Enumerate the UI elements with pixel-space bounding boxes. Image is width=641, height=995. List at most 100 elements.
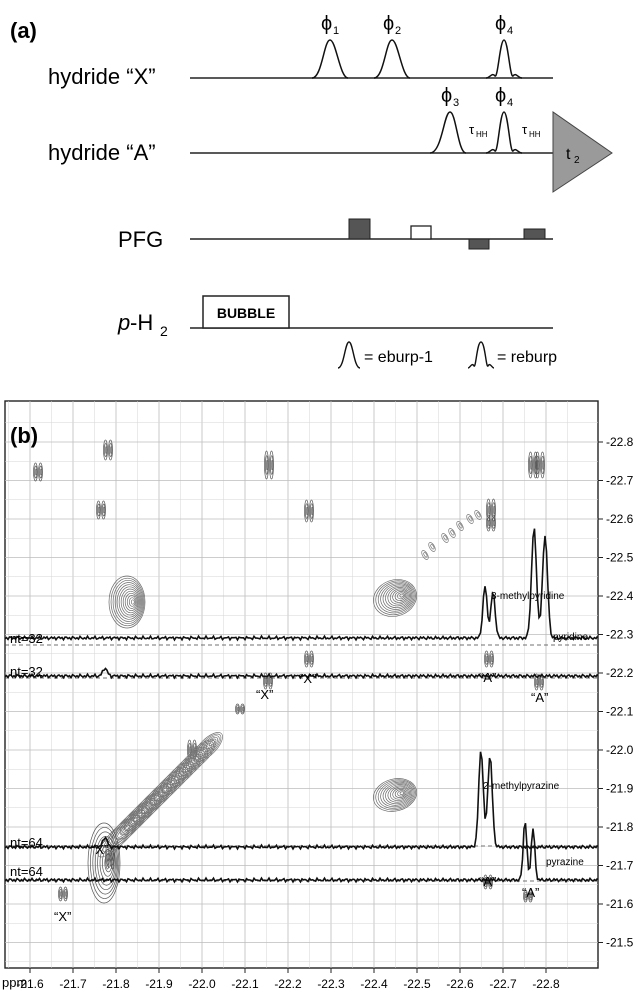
contour-peak (108, 439, 113, 461)
phase-label-phi4-a: ϕ 4 (495, 85, 513, 109)
x-tick-label: -22.4 (360, 977, 388, 991)
eburp-pulse-phi1 (311, 39, 349, 79)
eburp-pulse-phi2 (373, 39, 411, 79)
y-axis-ticks: -22.8 -22.7 -22.6 -22.5 -22.4 -22.3 -22.2 -22.1… (598, 435, 634, 950)
y-tick-label: -22.6 (606, 512, 634, 526)
svg-text:HH: HH (529, 130, 541, 139)
contour-peaks (33, 439, 545, 904)
y-tick-label: -22.5 (606, 551, 634, 565)
nmr-2d-spectrum: -21.6 -21.7 -21.8 -21.9 -22.0 -22.1 -22.2 -22.3… (2, 400, 634, 991)
acquisition-t2-label: t 2 (566, 146, 580, 166)
contour-peak (268, 672, 273, 690)
x-axis-unit: ppm (2, 975, 27, 990)
contour-peak (448, 528, 456, 538)
contour-peak (304, 499, 309, 523)
contour-peak (304, 650, 309, 668)
svg-text:τ: τ (469, 122, 475, 137)
trace-label-2: nt=32 (10, 664, 43, 679)
x-tick-label: -22.8 (532, 977, 560, 991)
panel-b-label: (b) (10, 423, 38, 448)
svg-text:1: 1 (333, 25, 339, 37)
contour-peak (96, 500, 101, 520)
peak-label-x-3: “X” (91, 842, 108, 857)
x-tick-label: -22.7 (489, 977, 517, 991)
contour-peak (488, 874, 493, 890)
y-tick-label: -21.5 (606, 936, 634, 950)
x-tick-label: -22.6 (446, 977, 474, 991)
x-tick-label: -22.3 (317, 977, 345, 991)
svg-text:2: 2 (395, 25, 401, 37)
x-tick-label: -21.9 (145, 977, 173, 991)
phase-label-phi3: ϕ 3 (441, 85, 459, 109)
phase-label-phi2: ϕ 2 (383, 13, 401, 37)
gradient-pulse-2 (410, 225, 432, 240)
eburp-legend-label: = eburp-1 (364, 349, 433, 366)
contour-peak (33, 462, 38, 482)
contour-peak (421, 550, 429, 560)
eburp-pulse-phi3 (429, 111, 467, 154)
gradient-pulse-1 (348, 218, 371, 240)
reburp-pulse-x-phi4 (485, 39, 523, 79)
peak-label-x-1: “X” (299, 671, 316, 686)
y-tick-label: -22.0 (606, 743, 634, 757)
y-tick-label: -21.8 (606, 820, 634, 834)
trace-label-1: nt=32 (10, 631, 43, 646)
peak-label-a-4: “A” (522, 885, 539, 900)
contour-peak (528, 889, 533, 903)
contour-peak (373, 579, 417, 617)
svg-text:2: 2 (160, 323, 168, 339)
svg-text:ϕ: ϕ (321, 13, 332, 35)
bubble-box (202, 295, 290, 329)
contour-peak (309, 499, 314, 523)
x-tick-label: -21.8 (102, 977, 130, 991)
contour-peak (63, 886, 68, 902)
x-tick-label: -21.7 (59, 977, 87, 991)
svg-text:HH: HH (476, 130, 488, 139)
y-tick-label: -22.7 (606, 474, 634, 488)
gradient-pulse-4 (523, 228, 546, 240)
svg-text:4: 4 (507, 25, 513, 37)
svg-text:ϕ: ϕ (495, 85, 506, 107)
y-tick-label: -22.4 (606, 589, 634, 603)
y-tick-label: -22.3 (606, 628, 634, 642)
contour-peak (474, 510, 482, 520)
channel-label-pfg: PFG (118, 227, 163, 252)
y-tick-label: -21.9 (606, 782, 634, 796)
contour-peak (489, 650, 494, 668)
svg-text:3: 3 (453, 97, 459, 109)
x-tick-label: -22.5 (403, 977, 431, 991)
pulse-sequence-diagram: (a) hydride “X” hydride “A” PFG p -H 2 ϕ… (10, 13, 613, 369)
annotation-2-methylpyrazine: 2-methylpyrazine (483, 781, 560, 792)
peak-label-a-3: “A” (479, 874, 496, 889)
peak-label-a-2: “A” (531, 690, 548, 705)
contour-peak (108, 575, 146, 629)
contour-peak (483, 874, 488, 890)
reburp-pulse-a-phi4 (485, 111, 523, 154)
eburp-legend-icon (337, 341, 361, 369)
contour-peak (428, 542, 436, 552)
contour-peak (269, 450, 274, 480)
contour-peak (101, 500, 106, 520)
svg-text:p: p (117, 310, 130, 335)
contour-peak (466, 514, 474, 524)
contour-peak (193, 732, 223, 762)
contour-peak (372, 778, 418, 812)
reburp-legend-icon (467, 341, 495, 369)
reburp-legend-label: = reburp (497, 349, 557, 366)
svg-text:ϕ: ϕ (495, 13, 506, 35)
bubble-label: BUBBLE (217, 305, 275, 321)
x-tick-label: -21.6 (16, 977, 44, 991)
svg-text:τ: τ (522, 122, 528, 137)
x-tick-label: -22.2 (274, 977, 302, 991)
channel-label-hydride-x: hydride “X” (48, 64, 156, 89)
contour-peak (486, 514, 491, 532)
y-tick-label: -22.1 (606, 705, 634, 719)
peak-label-x-4: “X” (54, 909, 71, 924)
svg-text:4: 4 (507, 97, 513, 109)
channel-label-hydride-a: hydride “A” (48, 140, 156, 165)
y-tick-label: -22.8 (606, 435, 634, 449)
y-tick-label: -21.6 (606, 897, 634, 911)
contour-peak (535, 451, 540, 479)
contour-peak (264, 450, 269, 480)
contour-peak (235, 703, 240, 715)
